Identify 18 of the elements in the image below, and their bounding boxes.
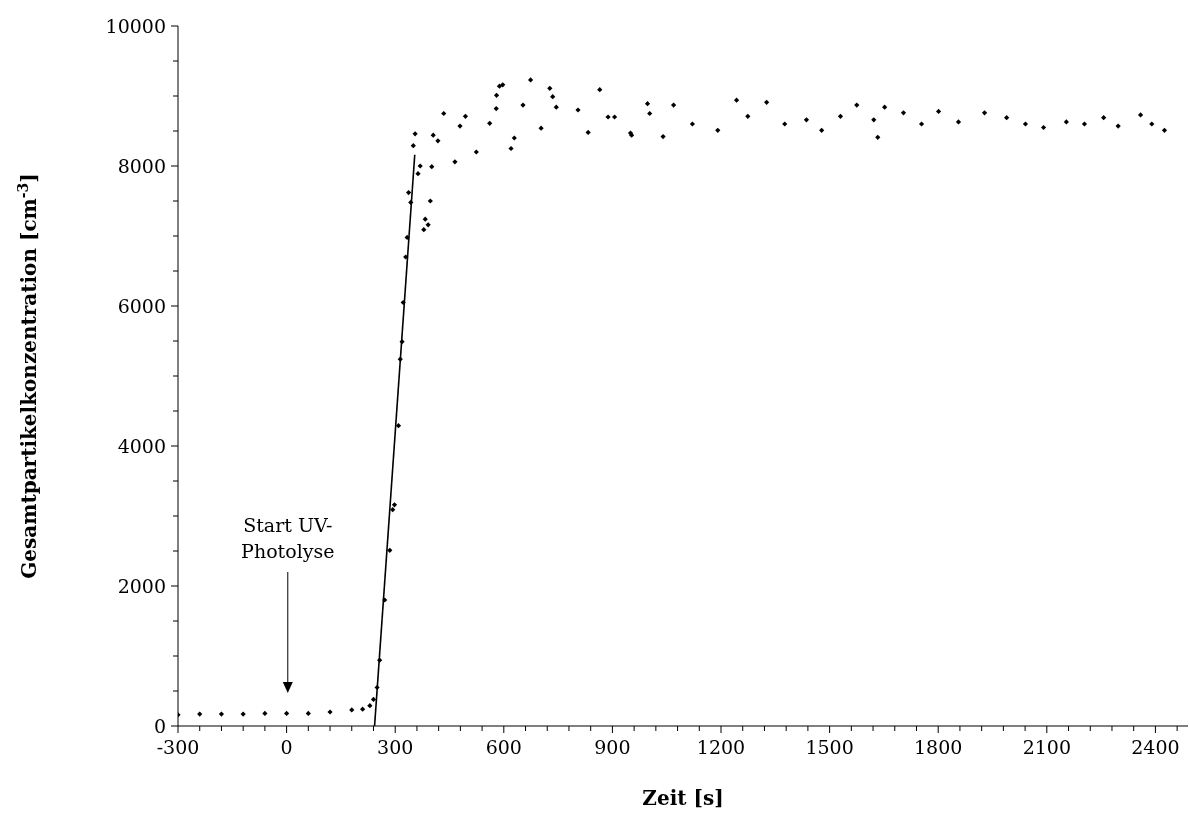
x-axis-title: Zeit [s] — [642, 786, 724, 810]
x-tick-label: 1500 — [805, 736, 854, 758]
x-tick-label: 2100 — [1022, 736, 1071, 758]
y-tick-label: 4000 — [117, 435, 166, 457]
x-tick-label: -300 — [156, 736, 200, 758]
x-tick-label: 600 — [485, 736, 522, 758]
x-tick-label: 0 — [280, 736, 293, 758]
x-tick-label: 300 — [377, 736, 414, 758]
annotation: Start UV- Photolyse — [241, 514, 335, 562]
y-tick-label: 10000 — [105, 15, 166, 37]
y-tick-label: 0 — [153, 715, 166, 737]
x-tick-label: 1200 — [696, 736, 746, 758]
y-tick-label: 2000 — [117, 575, 166, 597]
y-tick-label: 8000 — [117, 155, 166, 177]
x-tick-label: 2400 — [1131, 736, 1180, 758]
y-tick-label: 6000 — [117, 295, 166, 317]
x-tick-label: 1800 — [914, 736, 963, 758]
x-tick-label: 900 — [594, 736, 631, 758]
